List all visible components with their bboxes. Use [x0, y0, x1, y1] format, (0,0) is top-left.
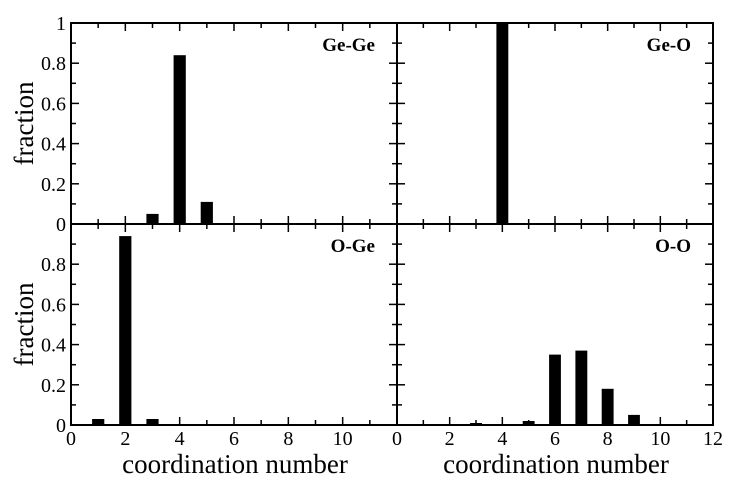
y-tick-label: 0.8 [41, 53, 66, 75]
x-tick-label: 12 [703, 428, 723, 450]
y-tick-label: 0.2 [41, 174, 66, 196]
bar [146, 213, 159, 224]
panel-frame [396, 223, 714, 426]
x-tick-label: 6 [229, 428, 239, 450]
panel-ge-ge: Ge-Ge 0 0.2 0.4 0.6 0.8 1 fraction [9, 13, 398, 236]
panel-ge-o: Ge-O [396, 22, 714, 225]
x-tick-label: 10 [650, 428, 670, 450]
bar [601, 388, 614, 425]
panels: Ge-Ge 0 0.2 0.4 0.6 0.8 1 fraction Ge-O O-Ge 0 0.2 0… [9, 13, 723, 479]
y-axis-title: fraction [9, 282, 39, 366]
bar [549, 354, 561, 425]
x-tick-label: 10 [333, 428, 353, 450]
x-tick-label: 0 [392, 428, 402, 450]
x-tick-label: 6 [550, 428, 560, 450]
y-tick-label: 0.4 [41, 134, 66, 156]
bar [119, 236, 132, 425]
bar [628, 414, 640, 425]
panel-label: Ge-O [647, 35, 691, 56]
bar [200, 201, 213, 224]
y-tick-label: 0.4 [41, 335, 66, 357]
y-tick-label: 0.6 [41, 294, 66, 316]
panel-label: O-Ge [331, 236, 375, 257]
panel-o-ge: O-Ge 0 0.2 0.4 0.6 0.8 0 2 4 6 8 10 fraction coordina… [9, 223, 398, 479]
bar [575, 350, 588, 425]
y-tick-label: 0 [56, 214, 66, 236]
bar [173, 55, 186, 225]
x-axis-title: coordination number [443, 449, 669, 479]
y-tick-label: 0 [56, 415, 66, 437]
x-tick-label: 4 [497, 428, 507, 450]
y-tick-label: 1 [56, 13, 66, 35]
y-tick-label: 0.2 [41, 375, 66, 397]
x-axis-title: coordination number [122, 449, 348, 479]
panel-o-o: O-O 0 2 4 6 8 10 12 coordination number [392, 223, 723, 479]
y-axis-title: fraction [9, 81, 39, 165]
x-tick-label: 8 [283, 428, 293, 450]
x-tick-label: 8 [603, 428, 613, 450]
x-tick-label: 4 [175, 428, 185, 450]
panel-label: O-O [655, 236, 691, 257]
bar [496, 23, 509, 224]
y-tick-label: 0.6 [41, 93, 66, 115]
y-tick-label: 0.8 [41, 254, 66, 276]
panel-label: Ge-Ge [322, 35, 375, 56]
x-tick-label: 2 [445, 428, 455, 450]
x-tick-label: 2 [120, 428, 130, 450]
x-tick-label: 0 [66, 428, 76, 450]
